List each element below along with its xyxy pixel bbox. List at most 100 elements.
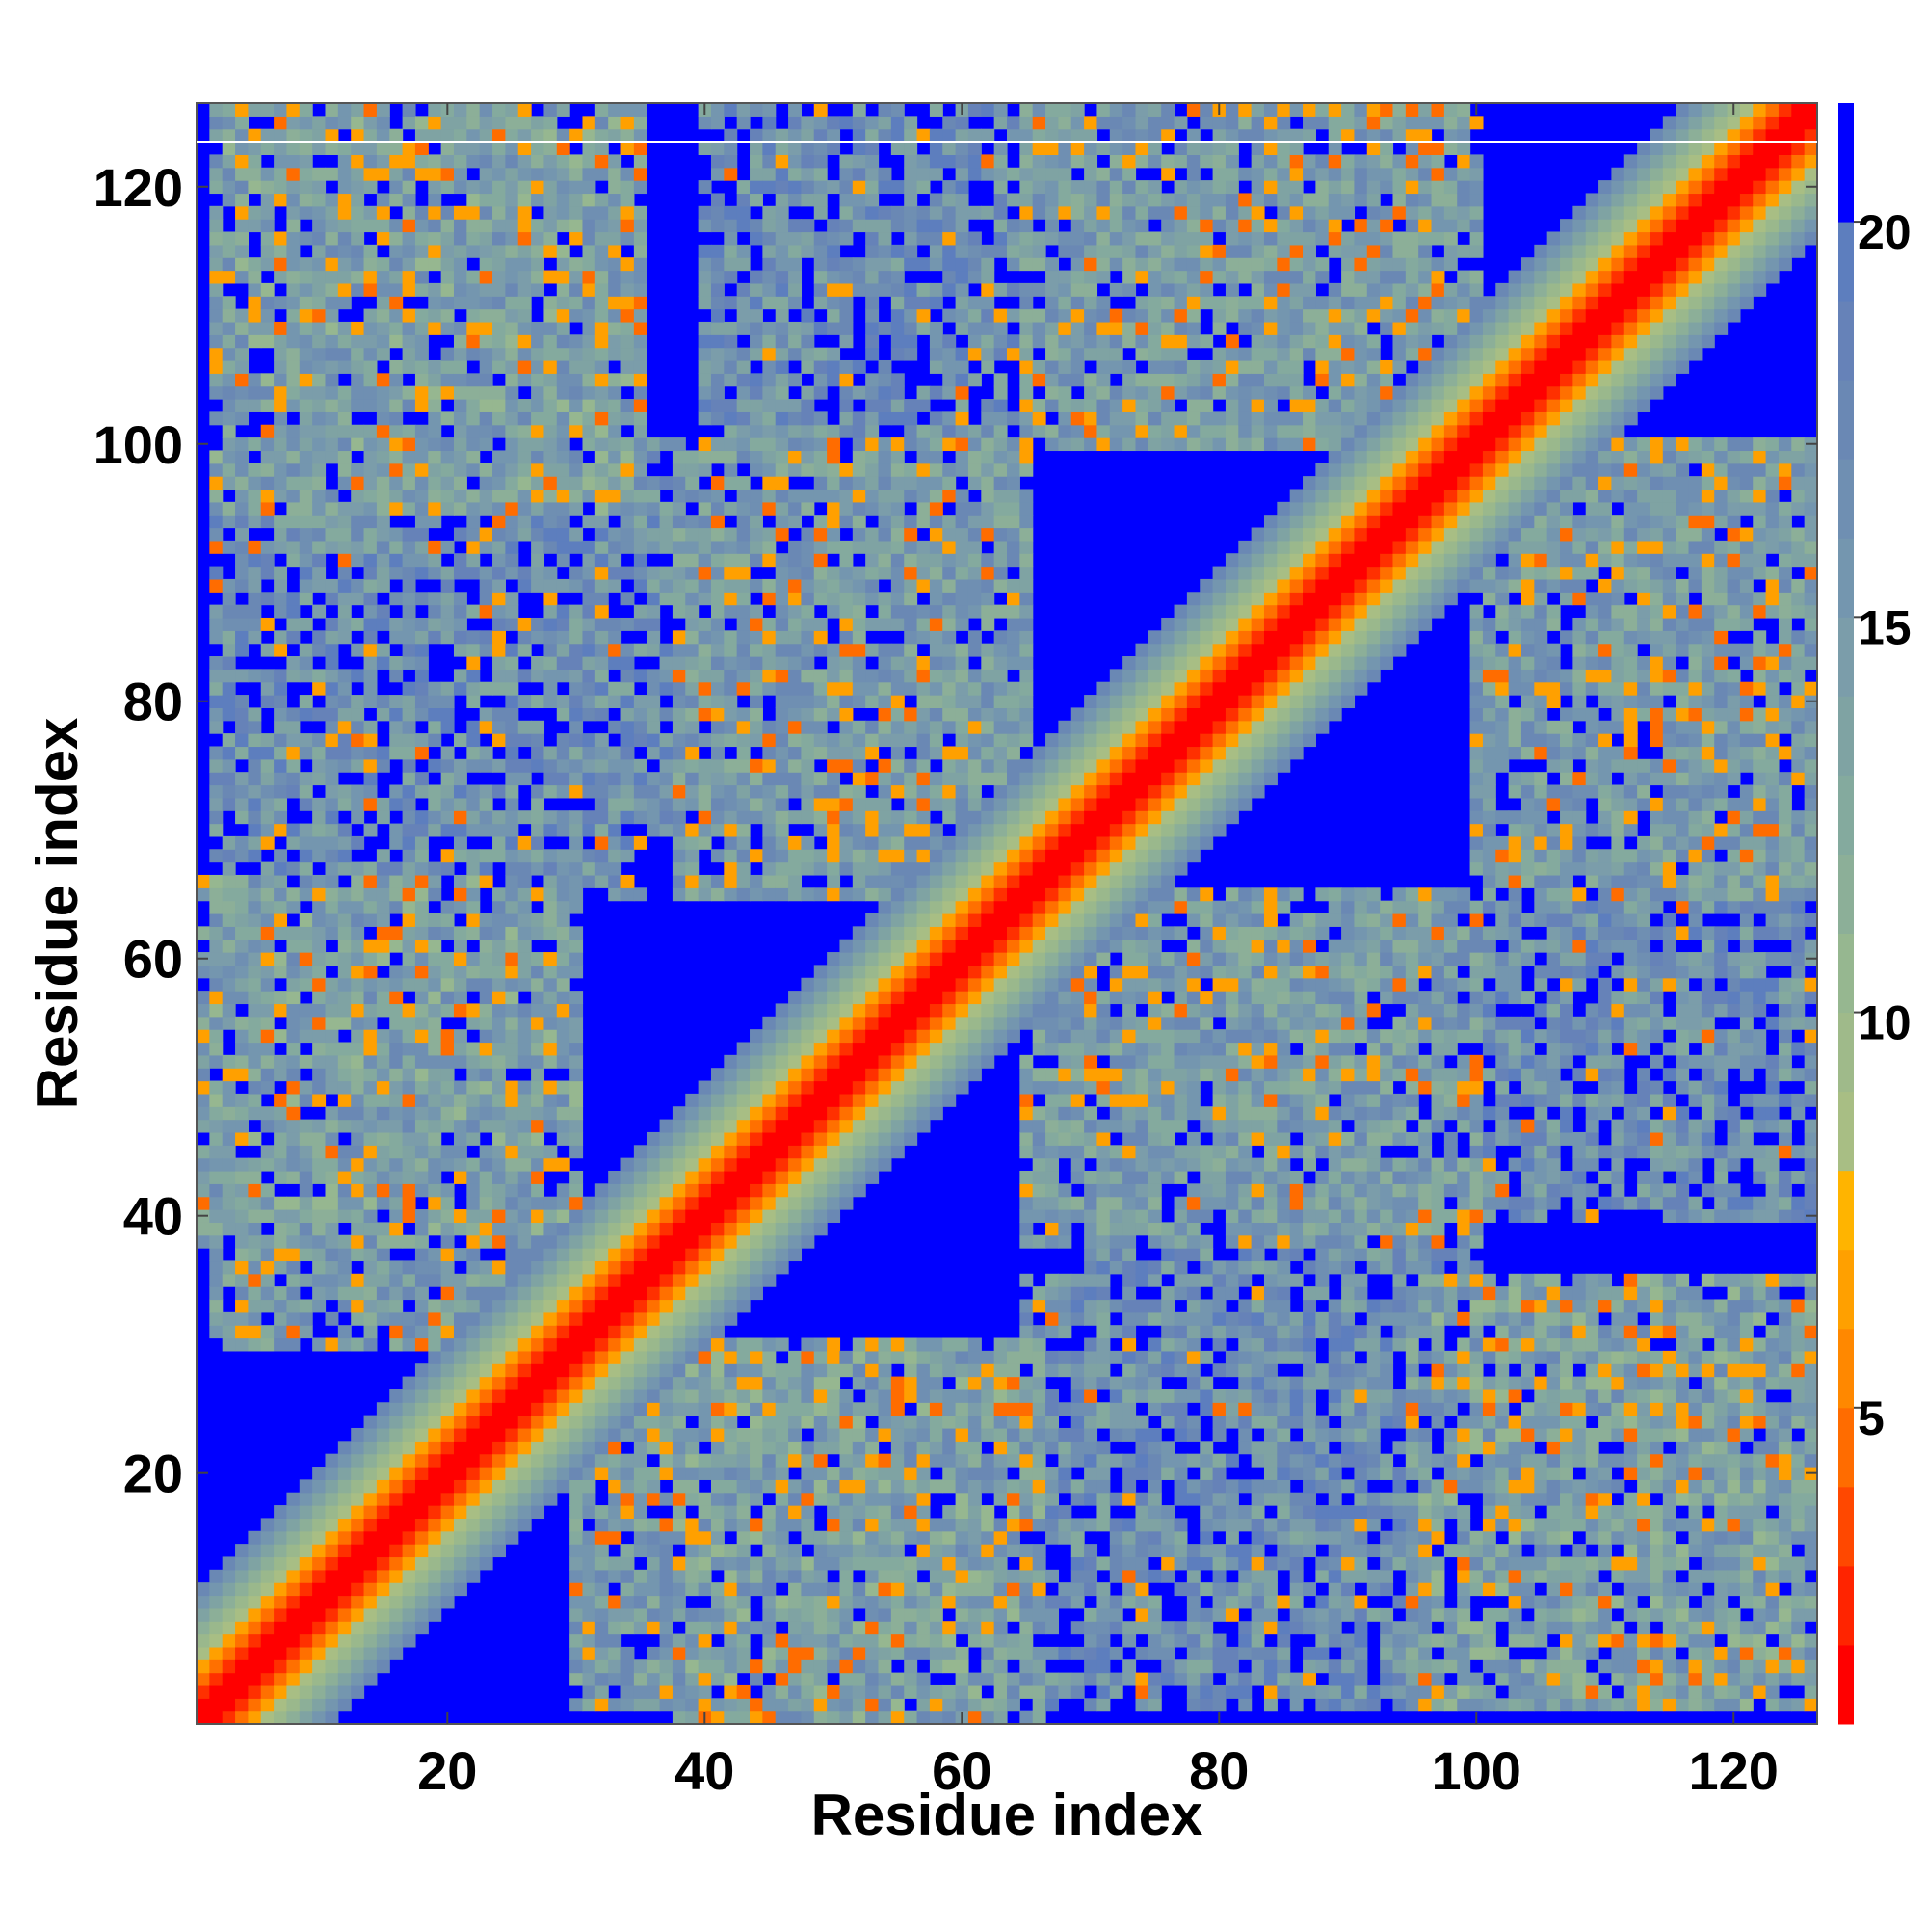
heatmap-cell	[659, 1286, 673, 1301]
heatmap-cell	[274, 116, 288, 130]
heatmap-cell	[222, 861, 236, 876]
heatmap-cell	[608, 231, 622, 246]
heatmap-cell	[647, 1170, 661, 1184]
heatmap-cell	[351, 167, 365, 181]
heatmap-cell	[736, 1363, 751, 1378]
heatmap-cell	[337, 1607, 352, 1622]
heatmap-cell	[428, 1080, 442, 1095]
heatmap-cell	[775, 1016, 789, 1030]
heatmap-cell	[274, 1054, 288, 1069]
heatmap-cell	[608, 1337, 622, 1352]
heatmap-cell	[299, 193, 313, 207]
heatmap-cell	[762, 1145, 777, 1159]
heatmap-cell	[428, 180, 442, 195]
heatmap-cell	[659, 1311, 673, 1326]
heatmap-cell	[466, 1222, 481, 1236]
heatmap-cell	[608, 193, 622, 207]
heatmap-cell	[453, 399, 467, 412]
heatmap-cell	[492, 180, 506, 195]
heatmap-cell	[647, 810, 661, 825]
heatmap-cell	[376, 656, 390, 670]
heatmap-cell	[813, 1209, 828, 1223]
heatmap-cell	[505, 1145, 519, 1159]
heatmap-cell	[376, 1145, 390, 1159]
heatmap-cell	[594, 669, 609, 683]
heatmap-cell	[569, 669, 584, 683]
heatmap-cell	[337, 359, 352, 374]
heatmap-cell	[274, 1633, 288, 1648]
heatmap-cell	[389, 926, 404, 940]
heatmap-cell	[286, 257, 301, 272]
heatmap-cell	[453, 1054, 467, 1069]
heatmap-cell	[594, 501, 609, 516]
heatmap-cell	[736, 1492, 751, 1506]
heatmap-cell	[788, 321, 803, 335]
heatmap-cell	[775, 1196, 789, 1210]
heatmap-cell	[647, 1698, 661, 1712]
heatmap-cell	[672, 643, 686, 657]
heatmap-cell	[672, 1234, 686, 1249]
heatmap-cell	[517, 720, 532, 734]
heatmap-cell	[633, 1286, 647, 1301]
heatmap-cell	[569, 373, 584, 387]
heatmap-cell	[428, 1145, 442, 1159]
heatmap-cell	[414, 1222, 429, 1236]
heatmap-cell	[801, 501, 815, 516]
heatmap-cell	[466, 952, 481, 966]
heatmap-cell	[299, 578, 313, 593]
heatmap-cell	[698, 527, 712, 542]
heatmap-cell	[312, 1068, 327, 1082]
heatmap-cell	[274, 1003, 288, 1018]
heatmap-cell	[608, 128, 622, 143]
heatmap-cell	[389, 463, 404, 477]
heatmap-cell	[569, 501, 584, 516]
heatmap-cell	[827, 1003, 841, 1018]
heatmap-cell	[698, 681, 712, 696]
heatmap-cell	[608, 566, 622, 580]
heatmap-cell	[248, 720, 262, 734]
heatmap-cell	[647, 630, 661, 645]
heatmap-cell	[248, 746, 262, 760]
heatmap-cell	[505, 1441, 519, 1455]
heatmap-cell	[389, 1093, 404, 1107]
heatmap-cell	[710, 1273, 725, 1287]
heatmap-cell	[827, 1209, 841, 1223]
heatmap-cell	[402, 437, 416, 452]
heatmap-cell	[479, 681, 493, 696]
heatmap-cell	[750, 142, 763, 155]
heatmap-cell	[788, 1710, 803, 1725]
heatmap-cell	[685, 1530, 700, 1545]
heatmap-cell	[698, 1530, 712, 1545]
heatmap-cell	[492, 1170, 506, 1184]
heatmap-cell	[376, 411, 390, 426]
heatmap-cell	[351, 180, 365, 195]
heatmap-cell	[801, 321, 815, 335]
heatmap-cell	[594, 1376, 609, 1390]
heatmap-cell	[389, 939, 404, 953]
heatmap-cell	[402, 1595, 416, 1609]
heatmap-cell	[685, 1672, 700, 1686]
heatmap-cell	[235, 1286, 249, 1301]
heatmap-cell	[260, 257, 275, 272]
heatmap-cell	[466, 1248, 481, 1262]
heatmap-cell	[750, 1183, 763, 1198]
heatmap-cell	[312, 167, 327, 181]
heatmap-cell	[698, 501, 712, 516]
heatmap-cell	[569, 347, 584, 361]
heatmap-cell	[633, 373, 647, 387]
heatmap-cell	[286, 758, 301, 773]
heatmap-cell	[750, 1119, 763, 1133]
heatmap-cell	[363, 1544, 378, 1558]
heatmap-cell	[569, 758, 584, 773]
heatmap-cell	[402, 707, 416, 722]
heatmap-cell	[351, 707, 365, 722]
heatmap-cell	[698, 1376, 712, 1390]
heatmap-cell	[633, 347, 647, 361]
heatmap-cell	[376, 1607, 390, 1622]
heatmap-cell	[402, 1042, 416, 1056]
heatmap-cell	[724, 1659, 738, 1674]
heatmap-cell	[325, 103, 339, 117]
heatmap-cell	[402, 231, 416, 246]
heatmap-cell	[531, 566, 545, 580]
heatmap-cell	[594, 643, 609, 657]
